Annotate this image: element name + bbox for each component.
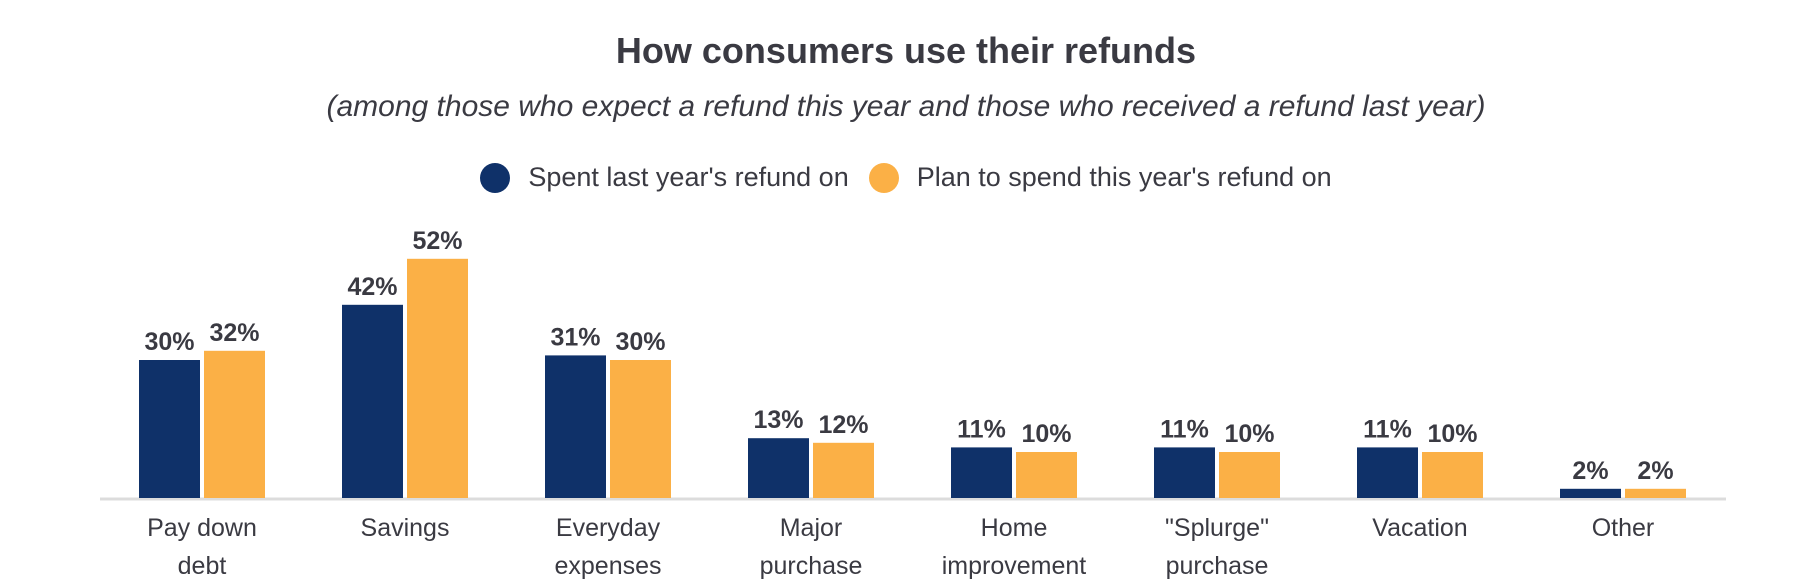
data-label: 30% (144, 328, 194, 356)
category-label: Pay down (147, 514, 257, 542)
bar (1219, 452, 1280, 498)
category-label: Everyday (556, 514, 661, 542)
chart-subtitle: (among those who expect a refund this ye… (326, 90, 1486, 123)
data-label: 30% (615, 328, 665, 356)
data-label: 11% (957, 415, 1006, 443)
legend-item-this-year: Plan to spend this year's refund on (868, 162, 1332, 193)
bar (204, 350, 265, 498)
legend-dot-icon (480, 162, 511, 193)
data-label: 42% (347, 273, 397, 301)
data-label: 10% (1021, 420, 1071, 448)
legend-label: Plan to spend this year's refund on (916, 162, 1332, 192)
category-label: purchase (760, 552, 863, 580)
data-label: 2% (1637, 457, 1673, 485)
category-label: improvement (942, 552, 1087, 580)
bar (1154, 447, 1215, 498)
bar (407, 258, 468, 498)
category-label: debt (178, 552, 227, 580)
bar (813, 442, 874, 498)
data-label: 31% (550, 323, 600, 351)
data-label: 2% (1572, 457, 1608, 485)
bar (1625, 488, 1686, 498)
bar (139, 360, 200, 498)
bar (1357, 447, 1418, 498)
category-label: "Splurge" (1165, 514, 1269, 542)
legend-item-last-year: Spent last year's refund on (480, 162, 849, 193)
category-label: purchase (1166, 552, 1269, 580)
legend-dot-icon (868, 162, 899, 193)
legend-label: Spent last year's refund on (528, 162, 849, 192)
category-label: Other (1592, 514, 1655, 542)
bar (951, 447, 1012, 498)
category-label: Savings (361, 514, 450, 542)
data-label: 32% (209, 319, 259, 347)
bar (342, 304, 403, 498)
data-label: 11% (1363, 415, 1412, 443)
category-label: expenses (554, 552, 661, 580)
data-label: 10% (1224, 420, 1274, 448)
chart-title: How consumers use their refunds (615, 30, 1197, 71)
bar (1016, 452, 1077, 498)
bar (545, 355, 606, 498)
category-label: Home (981, 514, 1048, 542)
data-label: 52% (412, 227, 462, 255)
data-label: 11% (1160, 415, 1209, 443)
bar (1560, 488, 1621, 498)
data-label: 12% (818, 411, 868, 439)
bar (1422, 452, 1483, 498)
bar (748, 438, 809, 498)
data-label: 13% (753, 406, 803, 434)
category-label: Vacation (1372, 514, 1467, 542)
bar (610, 360, 671, 498)
legend: Spent last year's refund on Plan to spen… (0, 162, 1812, 193)
data-label: 10% (1427, 420, 1477, 448)
category-label: Major (780, 514, 843, 542)
